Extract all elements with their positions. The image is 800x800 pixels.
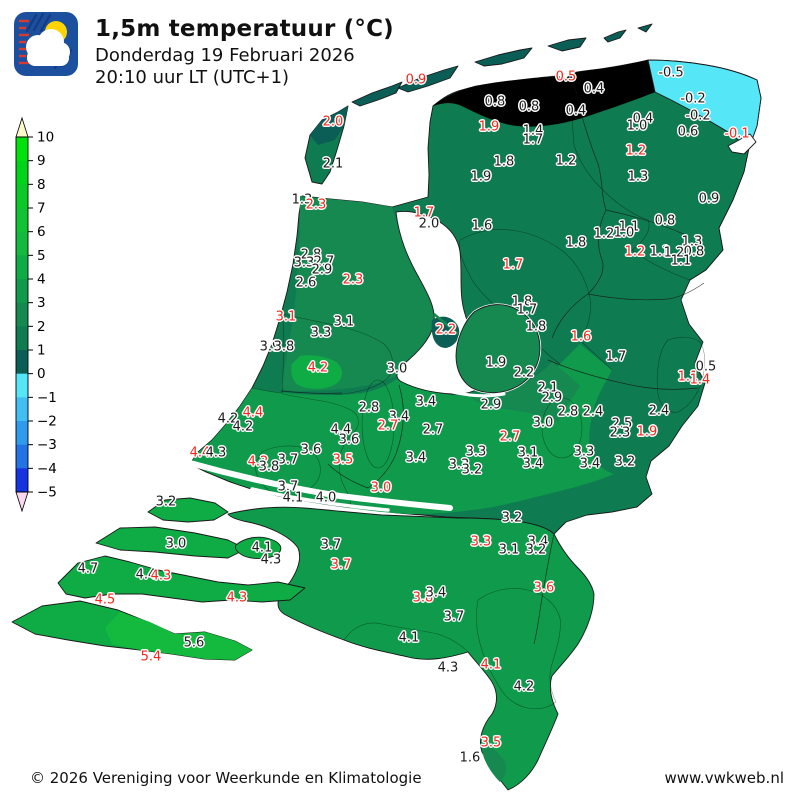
river-waal-maas: [187, 460, 453, 511]
houtribdijk: [433, 313, 459, 335]
region-south-mainland: [227, 506, 595, 791]
website-link[interactable]: www.vwkweb.nl: [664, 769, 785, 787]
border-groningen-drenthe: [605, 209, 689, 237]
border-drenthe-overijssel: [587, 282, 705, 301]
zone-heuvelrug-patch: [361, 379, 395, 469]
cloud-icon: [26, 29, 70, 66]
region-flevoland: [455, 304, 541, 394]
legend-tick-label: 6: [37, 224, 46, 240]
island-ameland: [474, 47, 533, 67]
legend-band: [16, 255, 28, 280]
island-goeree: [147, 497, 229, 523]
legend-band: [16, 350, 28, 375]
island-rottumeroog: [603, 29, 627, 43]
legend-band: [16, 397, 28, 422]
legend-band: [16, 444, 28, 469]
time-line: 20:10 uur LT (UTC+1): [95, 67, 290, 88]
region-noord-holland: [281, 196, 436, 391]
zone-mid-limburg-warm: [476, 588, 561, 710]
island-walcheren-beveland: [57, 555, 306, 603]
zone-brabant-south-strip: [343, 622, 469, 660]
legend-band: [16, 326, 28, 351]
legend-tick-label: −4: [37, 461, 57, 477]
dollard-inlet: [727, 133, 757, 155]
legend-tick-label: 5: [37, 248, 46, 264]
island-rottumerplaat: [637, 23, 653, 33]
island-schiermonnikoog: [547, 37, 587, 52]
zone-south-limburg-cool: [481, 742, 507, 782]
vwk-logo: [14, 12, 78, 76]
legend-band: [16, 231, 28, 256]
legend-tick-label: 8: [37, 177, 46, 193]
legend-tick-label: 9: [37, 153, 46, 169]
island-schouwen: [95, 526, 247, 559]
legend-band: [16, 137, 28, 162]
island-texel-north: [310, 106, 348, 145]
legend-tick-label: 1: [37, 343, 46, 359]
legend-tick-label: −2: [37, 414, 57, 430]
border-friesland-overijssel: [551, 293, 589, 339]
gooimeer: [450, 390, 506, 398]
island-tholen: [235, 536, 282, 559]
island-terschelling: [397, 65, 459, 93]
island-vlieland: [351, 81, 403, 107]
legend-band: [16, 468, 28, 493]
zone-noord-holland-south: [281, 313, 394, 397]
zone-amsterdam-warm-blob: [291, 355, 342, 389]
border-friesland-groningen: [572, 75, 607, 211]
page-title: 1,5m temperatuur (°C): [95, 16, 394, 42]
legend-band: [16, 421, 28, 446]
zone-subzero-coast: [647, 59, 762, 149]
zone-southeast-border-patch: [656, 336, 706, 413]
zone-zeeuws-vlaanderen-warm: [105, 612, 252, 660]
legend-triangle-top: [15, 116, 29, 138]
legend-tick-label: 0: [37, 366, 46, 382]
legend-tick-label: −3: [37, 437, 57, 453]
legend-frame: [15, 136, 29, 493]
legend-band: [16, 160, 28, 185]
border-noord-zuid-holland: [280, 390, 343, 394]
legend-triangle-bottom: [15, 491, 29, 513]
legend-tick-label: 4: [37, 272, 46, 288]
date-line: Donderdag 19 Februari 2026: [95, 45, 355, 66]
border-utrecht: [327, 384, 404, 489]
border-friesland-drenthe: [587, 209, 607, 295]
copyright-text: © 2026 Vereniging voor Weerkunde en Klim…: [30, 769, 422, 787]
legend-tick-label: 7: [37, 201, 46, 217]
zone-urk-dark-tongue: [431, 316, 460, 348]
legend-band: [16, 279, 28, 304]
border-brabant-limburg: [533, 533, 555, 645]
zone-veluwe-patch: [541, 397, 583, 459]
legend-band: [16, 373, 28, 398]
legend-tick-label: 3: [37, 295, 46, 311]
legend-band: [16, 208, 28, 233]
river-lek: [250, 487, 390, 512]
legend-band: [16, 302, 28, 327]
legend-tick-label: −1: [37, 390, 57, 406]
legend-tick-label: 10: [37, 130, 54, 146]
legend-tick-label: 2: [37, 319, 46, 335]
legend-tick-label: −5: [37, 485, 57, 501]
zone-veluwe-north-patch: [470, 362, 580, 422]
legend-band: [16, 184, 28, 209]
border-overijssel-gelderland: [547, 359, 699, 390]
